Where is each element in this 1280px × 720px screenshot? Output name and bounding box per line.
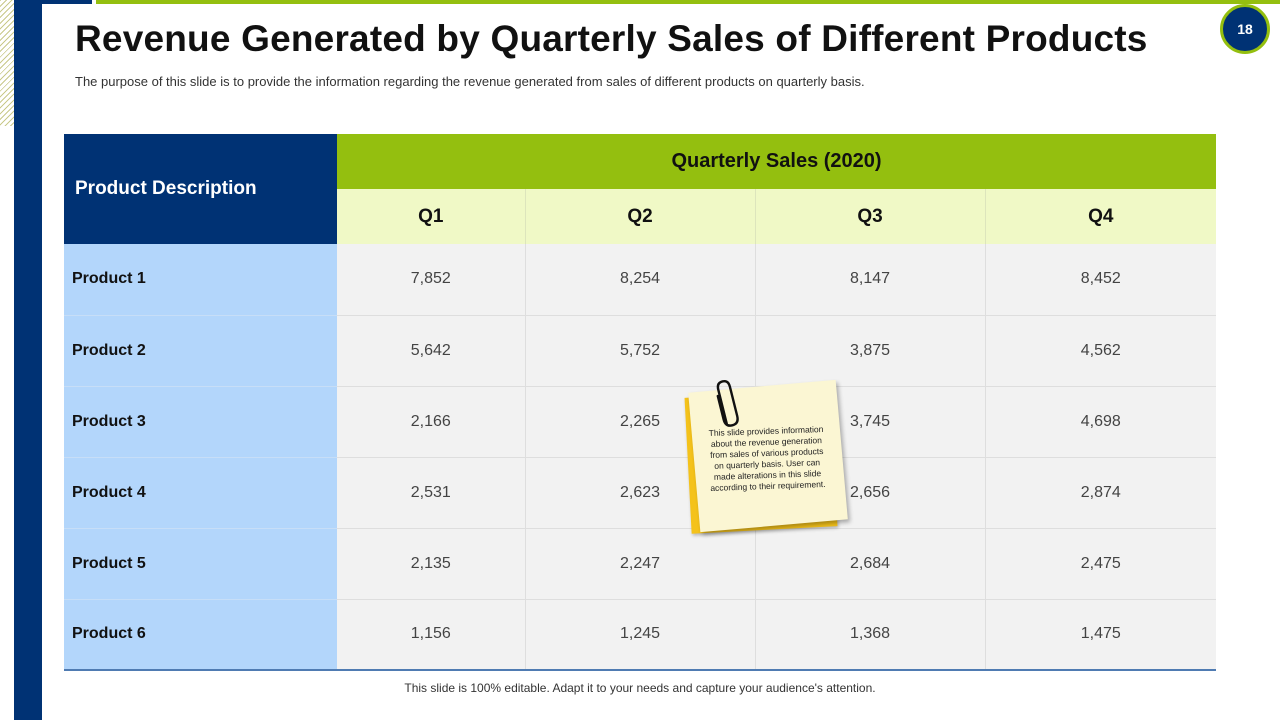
table-row: Product 5 2,135 2,247 2,684 2,475 (64, 528, 1216, 600)
table-row: Product 4 2,531 2,623 2,656 2,874 (64, 457, 1216, 529)
product-name-cell: Product 5 (64, 528, 337, 600)
quarterly-sales-table: Product Description Quarterly Sales (202… (64, 134, 1216, 671)
value-cell: 2,135 (337, 528, 526, 600)
value-cell: 1,368 (755, 599, 986, 671)
quarter-header-q4: Q4 (985, 189, 1216, 244)
quarter-header-row: Q1 Q2 Q3 Q4 (64, 189, 1216, 244)
product-name-cell: Product 2 (64, 315, 337, 387)
sticky-note-text: This slide provides information about th… (708, 424, 826, 493)
product-name-cell: Product 1 (64, 244, 337, 316)
value-cell: 8,452 (985, 244, 1216, 316)
product-name-cell: Product 4 (64, 457, 337, 529)
table-header-row: Product Description Quarterly Sales (202… (64, 134, 1216, 244)
table-row: Product 3 2,166 2,265 3,745 4,698 (64, 386, 1216, 458)
page-number-badge: 18 (1220, 4, 1270, 54)
quarter-header-q3: Q3 (755, 189, 986, 244)
value-cell: 4,562 (985, 315, 1216, 387)
value-cell: 1,475 (985, 599, 1216, 671)
value-cell: 3,875 (755, 315, 986, 387)
value-cell: 2,166 (337, 386, 526, 458)
value-cell: 8,147 (755, 244, 986, 316)
value-cell: 7,852 (337, 244, 526, 316)
value-cell: 2,531 (337, 457, 526, 529)
slide-title: Revenue Generated by Quarterly Sales of … (75, 18, 1148, 59)
left-accent-bar (14, 0, 42, 720)
value-cell: 1,156 (337, 599, 526, 671)
quarter-header-q1: Q1 (337, 189, 526, 244)
value-cell: 1,245 (525, 599, 756, 671)
value-cell: 4,698 (985, 386, 1216, 458)
top-accent-bar-green (96, 0, 1280, 4)
table-row: Product 1 7,852 8,254 8,147 8,452 (64, 244, 1216, 316)
quarterly-sales-header: Quarterly Sales (2020) (337, 134, 1216, 189)
product-name-cell: Product 6 (64, 599, 337, 671)
value-cell: 2,874 (985, 457, 1216, 529)
hatch-decoration (0, 0, 14, 126)
table-row: Product 2 5,642 5,752 3,875 4,562 (64, 315, 1216, 387)
product-name-cell: Product 3 (64, 386, 337, 458)
value-cell: 2,475 (985, 528, 1216, 600)
slide-subtitle: The purpose of this slide is to provide … (75, 74, 865, 89)
value-cell: 2,684 (755, 528, 986, 600)
paperclip-icon (716, 380, 739, 427)
slide-footer: This slide is 100% editable. Adapt it to… (404, 681, 876, 695)
quarter-header-q2: Q2 (525, 189, 756, 244)
value-cell: 2,247 (525, 528, 756, 600)
value-cell: 8,254 (525, 244, 756, 316)
product-description-header: Product Description (64, 134, 337, 244)
value-cell: 5,752 (525, 315, 756, 387)
top-accent-bar-blue (42, 0, 92, 4)
value-cell: 5,642 (337, 315, 526, 387)
sticky-note[interactable]: This slide provides information about th… (684, 378, 853, 548)
table-row: Product 6 1,156 1,245 1,368 1,475 (64, 599, 1216, 671)
